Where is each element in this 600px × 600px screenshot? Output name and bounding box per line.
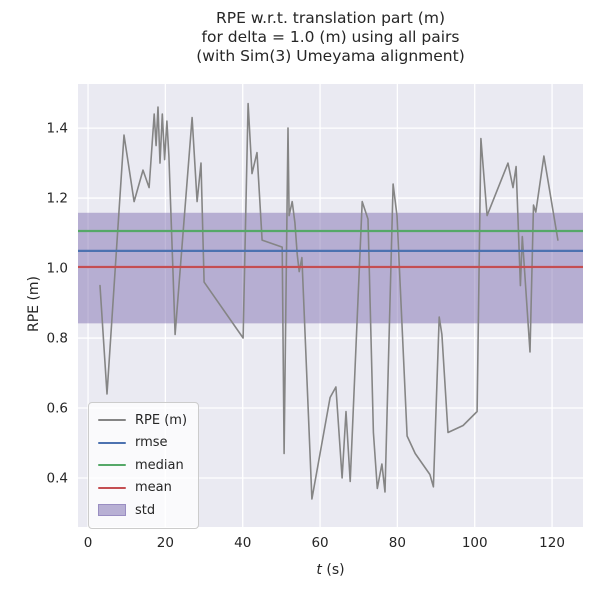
y-axis-label: RPE (m) (26, 275, 42, 333)
chart-title: RPE w.r.t. translation part (m) for delt… (196, 9, 465, 65)
x-tick-label: 100 (462, 535, 488, 551)
legend-line-swatch (98, 419, 126, 422)
y-tick-label: 1.4 (47, 121, 68, 137)
legend-label: std (135, 502, 156, 518)
x-tick-label: 60 (311, 535, 328, 551)
legend-line-swatch (98, 486, 126, 489)
x-tick-label: 0 (84, 535, 93, 551)
legend-label: mean (135, 480, 172, 496)
y-tick-label: 1.2 (47, 191, 68, 207)
legend-item-mean: mean (98, 477, 187, 500)
legend-item-rpe-m-: RPE (m) (98, 409, 187, 432)
legend-item-median: median (98, 454, 187, 477)
legend-line-swatch (98, 441, 126, 444)
x-tick-label: 20 (157, 535, 174, 551)
x-tick-label: 80 (389, 535, 406, 551)
legend: RPE (m) rmse median mean std (88, 402, 200, 529)
y-tick-label: 0.8 (47, 331, 68, 347)
rpe-line (99, 102, 559, 500)
legend-label: rmse (135, 435, 168, 451)
legend-label: RPE (m) (135, 412, 188, 428)
legend-line-swatch (98, 464, 126, 467)
y-tick-label: 1.0 (47, 261, 68, 277)
y-tick-label: 0.6 (47, 401, 68, 417)
x-axis-label-variable: t (316, 562, 322, 578)
legend-item-rmse: rmse (98, 432, 187, 455)
x-axis-label-unit: (s) (321, 562, 345, 578)
legend-item-std: std (98, 499, 187, 522)
x-tick-label: 120 (539, 535, 565, 551)
legend-label: median (135, 457, 184, 473)
legend-patch-swatch (98, 504, 126, 517)
y-tick-label: 0.4 (47, 471, 68, 487)
x-axis-label: t (s) (78, 562, 583, 578)
x-tick-label: 40 (234, 535, 251, 551)
